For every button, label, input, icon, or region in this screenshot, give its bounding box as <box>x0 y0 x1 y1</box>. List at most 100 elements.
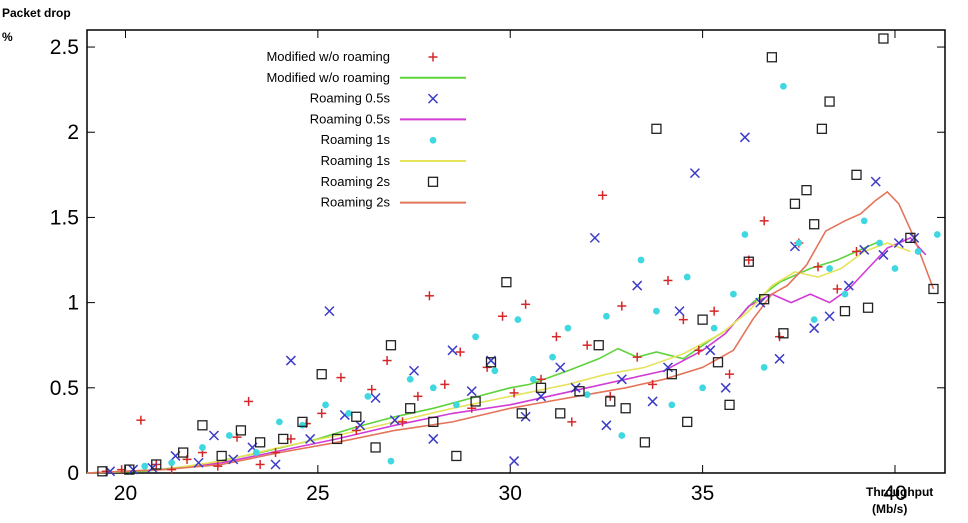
legend-label: Roaming 1s <box>321 132 391 147</box>
series-4-point <box>699 384 706 392</box>
legend-label: Roaming 0.5s <box>310 91 391 106</box>
series-0-point <box>694 345 704 355</box>
legend-label: Roaming 2s <box>321 195 391 210</box>
series-4-point <box>795 239 803 247</box>
series-6-point <box>809 219 820 230</box>
series-6-point <box>666 369 677 380</box>
series-0-point <box>440 379 450 389</box>
cross-b <box>739 132 750 143</box>
cross-b <box>355 420 366 431</box>
series-6-point <box>351 411 362 422</box>
series-5-line <box>86 242 911 474</box>
series-6-point <box>697 314 708 325</box>
series-4-point <box>618 432 626 439</box>
series-2-point <box>285 355 296 366</box>
x-axis-title-line1: Throughput <box>866 485 933 499</box>
series-6-point <box>801 185 812 196</box>
series-0-point <box>244 396 254 406</box>
cross-b <box>689 168 700 179</box>
series-6-point <box>905 232 916 244</box>
series-0-point <box>551 332 561 342</box>
series-2-point <box>389 415 400 426</box>
legend-label: Roaming 1s <box>321 153 391 168</box>
y-tick-label: 1.5 <box>50 206 79 229</box>
series-2-point <box>208 430 219 441</box>
series-4-point <box>564 324 572 332</box>
series-0-point <box>136 415 146 425</box>
series-0-point <box>759 216 769 226</box>
cross-b <box>409 365 420 376</box>
series-6-point <box>759 294 770 305</box>
series-4-point <box>199 444 206 451</box>
cross-b <box>809 323 820 334</box>
cross-b <box>466 386 477 397</box>
x-tick-label: 20 <box>114 482 137 505</box>
cross-b <box>520 411 531 422</box>
cross-b <box>228 454 239 465</box>
series-0-point <box>617 301 627 311</box>
legend-label: Roaming 2s <box>321 174 391 189</box>
cross-b <box>720 382 731 393</box>
series-4-point <box>549 353 556 361</box>
series-6-point <box>97 466 108 477</box>
series-0-point <box>775 332 785 342</box>
series-4-point <box>276 418 283 426</box>
series-0-point <box>498 311 508 321</box>
cross-b <box>447 345 458 356</box>
series-4-point <box>168 459 176 467</box>
series-2-point <box>305 433 316 444</box>
series-4-point <box>810 316 818 324</box>
series-6-point <box>235 425 247 436</box>
series-6-point <box>451 450 462 462</box>
series-2-point <box>843 280 854 291</box>
series-6-point <box>151 459 162 470</box>
series-4-point <box>252 449 260 456</box>
series-4-point <box>603 312 610 320</box>
cross-b <box>555 362 566 373</box>
x-tick-label: 40 <box>883 482 906 505</box>
series-4-point <box>514 316 522 324</box>
series-2-point <box>809 323 820 334</box>
series-6-point <box>712 357 724 368</box>
series-6-point <box>878 33 889 44</box>
series-0-point <box>663 275 673 285</box>
series-2-point <box>662 362 674 373</box>
series-0-point <box>232 432 242 442</box>
series-0-point <box>182 454 192 464</box>
series-6-point <box>216 450 227 462</box>
series-2-point <box>270 459 281 470</box>
series-6-point <box>593 340 604 351</box>
series-2-point <box>589 232 600 243</box>
cross-b <box>270 459 281 470</box>
series-6-point <box>816 123 828 134</box>
series-4-point <box>529 375 537 383</box>
series-0-point <box>648 379 658 389</box>
series-0-point <box>709 306 719 316</box>
cross-b <box>370 393 381 404</box>
series-2-point <box>824 311 835 322</box>
series-4-point <box>914 248 922 255</box>
cross-b <box>570 382 581 393</box>
series-2-point <box>147 462 158 473</box>
series-0-point <box>271 448 281 458</box>
series-4-point <box>760 363 768 371</box>
cross-b <box>893 237 904 249</box>
series-6-point <box>178 447 189 458</box>
series-0-point <box>455 347 465 357</box>
y-tick-label: 2.5 <box>50 36 79 59</box>
series-6-point <box>651 123 662 134</box>
series-4-point <box>345 409 353 417</box>
series-0-point <box>397 417 407 427</box>
x-tick-label: 35 <box>691 482 714 505</box>
series-2-point <box>447 345 458 356</box>
series-0-point <box>678 315 688 325</box>
series-6-point <box>743 256 754 267</box>
series-7-line <box>86 190 935 474</box>
series-4-point <box>826 265 833 272</box>
series-4-point <box>860 217 868 225</box>
series-0-point <box>467 403 477 413</box>
cross-b <box>824 311 835 322</box>
series-6-point <box>789 198 801 209</box>
y-axis-title-line1: Packet drop <box>2 6 71 20</box>
series-6-point <box>928 283 939 295</box>
